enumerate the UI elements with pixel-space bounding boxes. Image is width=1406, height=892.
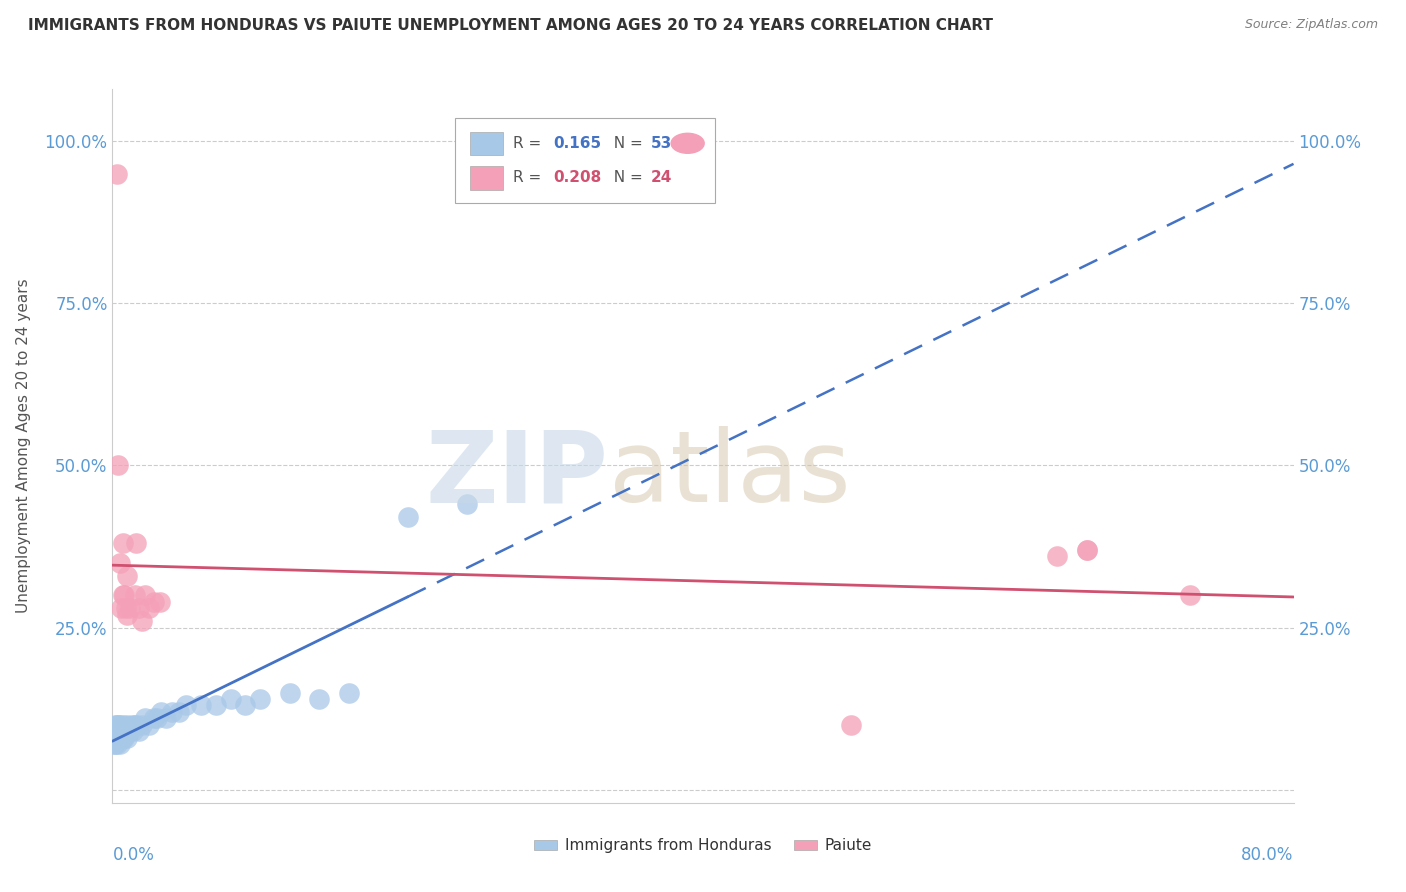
Text: 53: 53 (651, 136, 672, 151)
Point (125, 718, 148, 732)
Text: R =: R = (513, 170, 546, 186)
Text: ZIP: ZIP (426, 426, 609, 523)
Text: 80.0%: 80.0% (1241, 846, 1294, 863)
Point (138, 718, 160, 732)
Text: Source: ZipAtlas.com: Source: ZipAtlas.com (1244, 18, 1378, 31)
Point (131, 718, 153, 732)
Point (110, 724, 132, 739)
FancyBboxPatch shape (471, 166, 503, 190)
Point (103, 738, 125, 752)
Text: R =: R = (513, 136, 546, 151)
Point (112, 731, 135, 745)
Point (167, 705, 190, 719)
Point (117, 718, 138, 732)
Point (111, 731, 134, 745)
Point (149, 595, 172, 609)
Point (111, 536, 134, 550)
Point (1076, 542, 1098, 557)
Point (160, 705, 183, 719)
Point (125, 536, 148, 550)
Text: atlas: atlas (609, 426, 851, 523)
Point (117, 607, 138, 622)
Point (104, 738, 127, 752)
Point (249, 692, 271, 706)
Point (219, 692, 242, 706)
Point (108, 731, 131, 745)
Point (1178, 588, 1201, 602)
FancyBboxPatch shape (456, 118, 714, 203)
Point (150, 705, 173, 719)
Point (155, 711, 177, 725)
Point (134, 588, 156, 602)
Point (103, 731, 125, 745)
Point (110, 731, 132, 745)
Point (128, 724, 150, 739)
Text: 0.208: 0.208 (553, 170, 602, 186)
Point (105, 718, 128, 732)
Point (142, 595, 165, 609)
Point (111, 718, 134, 732)
Point (104, 718, 127, 732)
FancyBboxPatch shape (471, 131, 503, 155)
Text: N =: N = (603, 170, 647, 186)
Point (114, 724, 136, 739)
Point (120, 601, 142, 615)
Point (456, 497, 478, 511)
Point (120, 724, 142, 739)
Point (105, 724, 128, 739)
Point (121, 718, 143, 732)
Point (142, 711, 165, 725)
Point (105, 731, 128, 745)
Point (131, 614, 153, 628)
Point (278, 685, 301, 699)
Y-axis label: Unemployment Among Ages 20 to 24 years: Unemployment Among Ages 20 to 24 years (15, 278, 31, 614)
Text: 24: 24 (651, 170, 672, 186)
Point (105, 738, 128, 752)
Point (124, 718, 146, 732)
Point (112, 588, 135, 602)
Point (111, 588, 134, 602)
Text: N =: N = (603, 136, 647, 151)
Point (110, 601, 132, 615)
Point (190, 698, 212, 713)
Point (174, 698, 197, 713)
Point (108, 718, 131, 732)
Point (112, 724, 135, 739)
Point (117, 731, 138, 745)
Circle shape (671, 133, 704, 153)
Point (308, 692, 330, 706)
Point (107, 731, 129, 745)
Point (118, 724, 141, 739)
Point (1046, 549, 1069, 564)
Point (117, 568, 138, 582)
Point (108, 556, 131, 570)
Point (122, 724, 145, 739)
Point (108, 738, 131, 752)
Point (134, 711, 156, 725)
Point (128, 601, 150, 615)
Legend: Immigrants from Honduras, Paiute: Immigrants from Honduras, Paiute (527, 832, 879, 859)
Point (396, 510, 419, 524)
Point (205, 698, 228, 713)
Text: 0.165: 0.165 (553, 136, 602, 151)
Point (124, 588, 146, 602)
Point (104, 731, 127, 745)
Point (114, 601, 136, 615)
Text: 0.0%: 0.0% (112, 846, 155, 863)
Point (337, 685, 360, 699)
Point (138, 601, 160, 615)
Point (233, 698, 256, 713)
Point (105, 167, 128, 181)
Point (146, 711, 169, 725)
Point (103, 724, 125, 739)
Point (107, 724, 129, 739)
Point (107, 458, 129, 473)
Text: IMMIGRANTS FROM HONDURAS VS PAIUTE UNEMPLOYMENT AMONG AGES 20 TO 24 YEARS CORREL: IMMIGRANTS FROM HONDURAS VS PAIUTE UNEMP… (28, 18, 993, 33)
Point (104, 724, 127, 739)
Point (107, 718, 129, 732)
Point (839, 718, 862, 732)
Point (1076, 542, 1098, 557)
